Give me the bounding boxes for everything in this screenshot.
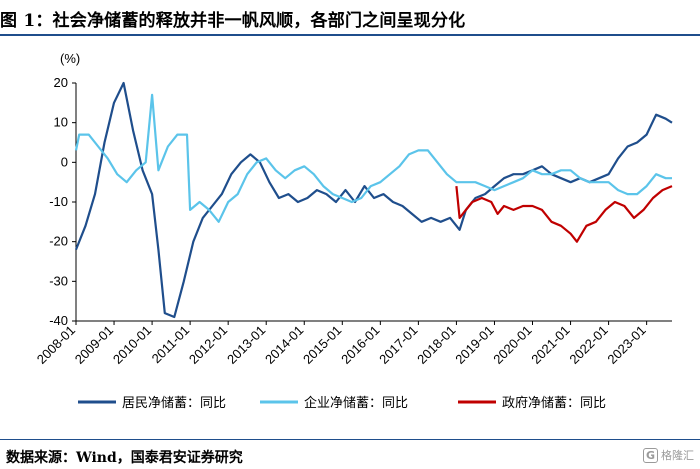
x-tick-label: 2017-01 [376,323,420,367]
legend-label-1: 居民净储蓄：同比 [122,396,226,411]
title-rule [0,34,700,36]
x-tick-label: 2015-01 [300,323,344,367]
watermark-text: 格隆汇 [661,449,694,462]
x-tick-label: 2021-01 [528,323,572,367]
x-tick-label: 2008-01 [34,323,78,367]
x-tick-label: 2020-01 [490,323,534,367]
legend-label-2: 企业净储蓄：同比 [304,395,408,411]
y-tick-label: -30 [49,273,68,288]
series-line-3 [455,185,673,243]
y-tick-label: 10 [54,115,68,130]
source-rule [0,439,700,440]
x-tick-label: 2019-01 [452,323,496,367]
watermark-logo-icon: G [642,448,658,463]
x-tick-label: 2011-01 [149,323,193,367]
y-tick-label: -40 [49,313,68,328]
x-tick-label: 2014-01 [262,323,306,367]
chart-svg: 20 10 0 -10 -20 -30 -40 (%) 2008-012009-012010-0… [34,51,673,411]
y-tick-label: 20 [54,75,68,90]
x-tick-label: 2022-01 [566,323,610,367]
series-line-2 [74,93,672,223]
x-tick-label: 2013-01 [224,323,268,367]
source-note: 数据来源：Wind，国泰君安证券研究 [6,450,243,466]
x-tick-label: 2010-01 [110,323,154,367]
y-tick-label: 0 [61,154,68,169]
y-tick-label: -10 [49,194,68,209]
y-tick-label: -20 [49,234,68,249]
x-tick-label: 2016-01 [338,323,382,367]
x-tick-label: 2009-01 [72,323,116,367]
legend-label-3: 政府净储蓄：同比 [502,396,606,411]
x-tick-label: 2018-01 [414,323,458,367]
chart-title: 图 1：社会净储蓄的释放并非一帆风顺，各部门之间呈现分化 [0,11,466,31]
y-axis-unit: (%) [60,51,80,66]
x-tick-label: 2023-01 [604,323,648,367]
watermark: G 格隆汇 [642,447,694,463]
series-line-1 [74,81,673,319]
x-tick-label: 2012-01 [186,323,230,367]
